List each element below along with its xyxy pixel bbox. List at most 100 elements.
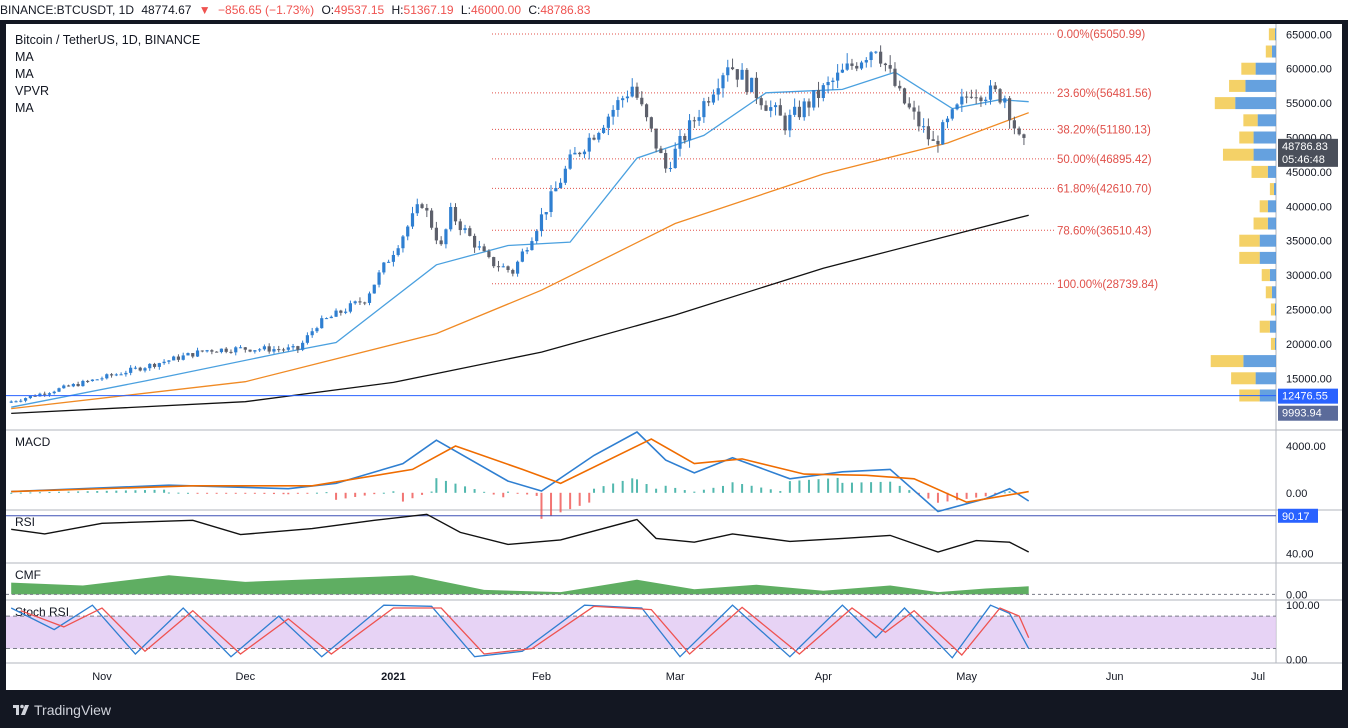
candle-body: [554, 188, 558, 192]
candle-body: [224, 348, 228, 352]
macd-histogram-bar: [492, 492, 495, 495]
legend-ma-1[interactable]: MA: [15, 50, 34, 64]
candle-body: [936, 140, 940, 145]
candle-body: [353, 301, 357, 304]
vpvr-up-bar: [1253, 148, 1276, 161]
macd-histogram-bar: [48, 492, 51, 494]
macd-histogram-bar: [621, 480, 624, 493]
candle-body: [310, 331, 314, 336]
candle-body: [57, 388, 61, 392]
vpvr-up-bar: [1274, 28, 1276, 41]
candle-body: [109, 374, 114, 376]
vpvr-down-bar: [1210, 355, 1244, 368]
candle-body: [148, 363, 152, 369]
pane-tick-label: 100.00: [1286, 600, 1320, 612]
vpvr-up-bar: [1267, 200, 1276, 213]
price-tag-bg: [1278, 138, 1338, 167]
macd-histogram-bar: [612, 483, 615, 493]
candle-body: [515, 261, 520, 274]
candle-body: [262, 346, 267, 350]
candle-body: [23, 398, 28, 401]
pane-tick-label: 0.00: [1286, 654, 1307, 666]
price-tag-label: 48786.83: [1282, 141, 1328, 153]
candle-body: [573, 152, 577, 155]
macd-histogram-bar: [454, 483, 457, 493]
candle-body: [195, 350, 200, 357]
candle-body: [802, 101, 806, 118]
macd-histogram-bar: [363, 492, 366, 496]
legend-ma-2[interactable]: MA: [15, 67, 34, 81]
candle-body: [286, 347, 290, 350]
candle-body: [606, 116, 610, 128]
cmf-pane: CMF 0.00: [6, 568, 1307, 601]
rsi-tag-label: 90.17: [1282, 511, 1310, 523]
candle-body: [582, 151, 587, 155]
stoch-k-line: [10, 604, 1030, 659]
candle-body: [238, 347, 243, 349]
price-tag-countdown: 05:46:48: [1282, 154, 1325, 166]
pane-tick-label: 4000.00: [1286, 441, 1326, 453]
candle-body: [611, 109, 615, 117]
pane-tick-label: 40.00: [1286, 548, 1314, 560]
candle-body: [434, 227, 438, 241]
macd-histogram-bar: [344, 492, 347, 499]
candle-body: [320, 318, 324, 329]
macd-histogram-bar: [702, 489, 705, 493]
macd-histogram-bar: [750, 485, 753, 493]
symbol-label[interactable]: BINANCE:BTCUSDT, 1D: [0, 3, 135, 17]
candle-body: [496, 266, 501, 268]
legend-ma-3[interactable]: MA: [15, 101, 34, 115]
macd-histogram-bar: [550, 492, 553, 516]
macd-histogram-bar: [636, 479, 639, 493]
macd-histogram-bar: [134, 490, 137, 493]
candle-body: [745, 69, 749, 93]
candle-body: [453, 206, 458, 222]
candle-body: [129, 367, 133, 373]
candle-body: [19, 400, 23, 402]
price-tick-label: 20000.00: [1286, 339, 1332, 351]
pane-title: MACD: [15, 435, 51, 449]
price-chart[interactable]: 0.00%(65050.99) 23.60%(56481.56) 38.20%(51…: [0, 20, 1348, 692]
footer-bar: TradingView: [0, 692, 1348, 728]
vpvr-down-bar: [1241, 62, 1256, 75]
macd-histogram-bar: [788, 481, 791, 493]
candle-body: [544, 212, 548, 215]
candle-body: [917, 111, 921, 127]
candle-body: [152, 363, 157, 367]
price-tag-bg: [1278, 388, 1338, 404]
candle-body: [836, 72, 840, 81]
candle-body: [750, 77, 754, 93]
candle-body: [86, 380, 90, 382]
pane-title: CMF: [15, 568, 41, 582]
candle-body: [1012, 120, 1016, 129]
candle-body: [578, 152, 582, 155]
candle-body: [816, 89, 821, 99]
candle-body: [219, 348, 224, 353]
candle-body: [898, 85, 902, 89]
candle-body: [850, 63, 854, 66]
rsi-line: [11, 513, 1030, 553]
candle-body: [9, 401, 13, 403]
brand-name[interactable]: TradingView: [34, 702, 112, 718]
candle-body: [883, 63, 888, 66]
price-tick-label: 15000.00: [1286, 373, 1332, 385]
macd-histogram-bar: [19, 492, 22, 494]
macd-histogram-bar: [984, 492, 987, 497]
open-label: O:: [321, 3, 335, 17]
time-axis-label: Feb: [532, 671, 551, 683]
candle-body: [697, 117, 701, 121]
macd-histogram-bar: [382, 492, 385, 494]
macd-histogram-bar: [535, 492, 538, 496]
candle-body: [520, 251, 524, 262]
price-tick-label: 25000.00: [1286, 304, 1332, 316]
candle-body: [501, 266, 505, 268]
macd-histogram-bar: [354, 492, 357, 497]
vpvr-down-bar: [1265, 45, 1272, 58]
candle-body: [759, 98, 763, 106]
legend-vpvr[interactable]: VPVR: [15, 84, 49, 98]
macd-histogram-bar: [664, 485, 667, 493]
macd-histogram-bar: [850, 482, 853, 493]
candle-body: [625, 96, 630, 99]
vpvr-down-bar: [1270, 337, 1275, 350]
candle-body: [769, 107, 773, 111]
